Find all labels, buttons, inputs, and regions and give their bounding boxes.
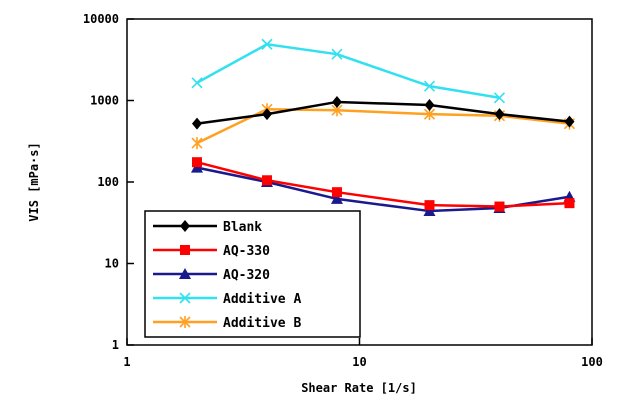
data-point	[261, 38, 273, 50]
data-point	[179, 316, 191, 328]
series-layer	[190, 38, 576, 217]
data-point	[331, 95, 342, 108]
data-point	[191, 157, 202, 168]
series-additive-a	[191, 38, 506, 104]
series-aq-330	[191, 157, 575, 212]
legend-item: Additive B	[153, 316, 301, 331]
data-point	[564, 198, 575, 209]
data-point	[191, 77, 203, 89]
point-stroke	[423, 80, 436, 92]
x-tick-label: 100	[581, 355, 603, 369]
y-tick-label: 1000	[90, 94, 119, 108]
data-point	[261, 175, 272, 186]
data-point	[191, 137, 203, 150]
point-stroke	[493, 92, 506, 104]
point-stroke	[261, 38, 273, 50]
legend-label: AQ-320	[223, 268, 270, 283]
legend-item: Additive A	[153, 292, 301, 307]
series-line	[196, 160, 570, 208]
legend-item: AQ-320	[153, 268, 270, 283]
series-blank	[191, 95, 575, 130]
data-point	[423, 80, 436, 92]
data-point	[564, 115, 575, 128]
data-point	[180, 220, 190, 232]
point-stroke	[191, 77, 203, 89]
y-axis-label: VIS [mPa·s]	[27, 142, 41, 221]
legend-label: Additive A	[223, 292, 301, 307]
data-point	[423, 205, 436, 217]
x-tick-label: 10	[352, 355, 366, 369]
data-point	[494, 108, 505, 121]
axis-ticks: 1 10 100 1000 10000 1 10 100	[83, 12, 603, 369]
legend-item: Blank	[153, 220, 262, 235]
legend-label: Additive B	[223, 316, 301, 331]
data-point	[191, 117, 202, 130]
data-point	[424, 200, 435, 211]
x-axis-label: Shear Rate [1/s]	[301, 381, 417, 395]
data-point	[330, 192, 343, 204]
data-point	[179, 292, 191, 304]
y-tick-label: 100	[97, 175, 119, 189]
y-tick-label: 1	[112, 338, 119, 352]
legend-label: AQ-330	[223, 244, 270, 259]
point-stroke	[179, 292, 191, 304]
legend-label: Blank	[223, 220, 262, 235]
data-point	[261, 108, 272, 121]
x-tick-label: 1	[123, 355, 130, 369]
data-point	[180, 245, 190, 255]
data-point	[331, 48, 343, 60]
series-line	[196, 100, 570, 125]
legend: Blank AQ-330 AQ-320 Additive A Additive B	[144, 210, 361, 338]
data-point	[494, 201, 505, 212]
y-tick-label: 10	[105, 257, 119, 271]
y-tick-label: 10000	[83, 12, 119, 26]
data-point	[331, 187, 342, 198]
legend-item: AQ-330	[153, 244, 270, 259]
data-point	[179, 268, 191, 279]
data-point	[424, 99, 435, 112]
point-stroke	[331, 48, 343, 60]
data-point	[493, 92, 506, 104]
